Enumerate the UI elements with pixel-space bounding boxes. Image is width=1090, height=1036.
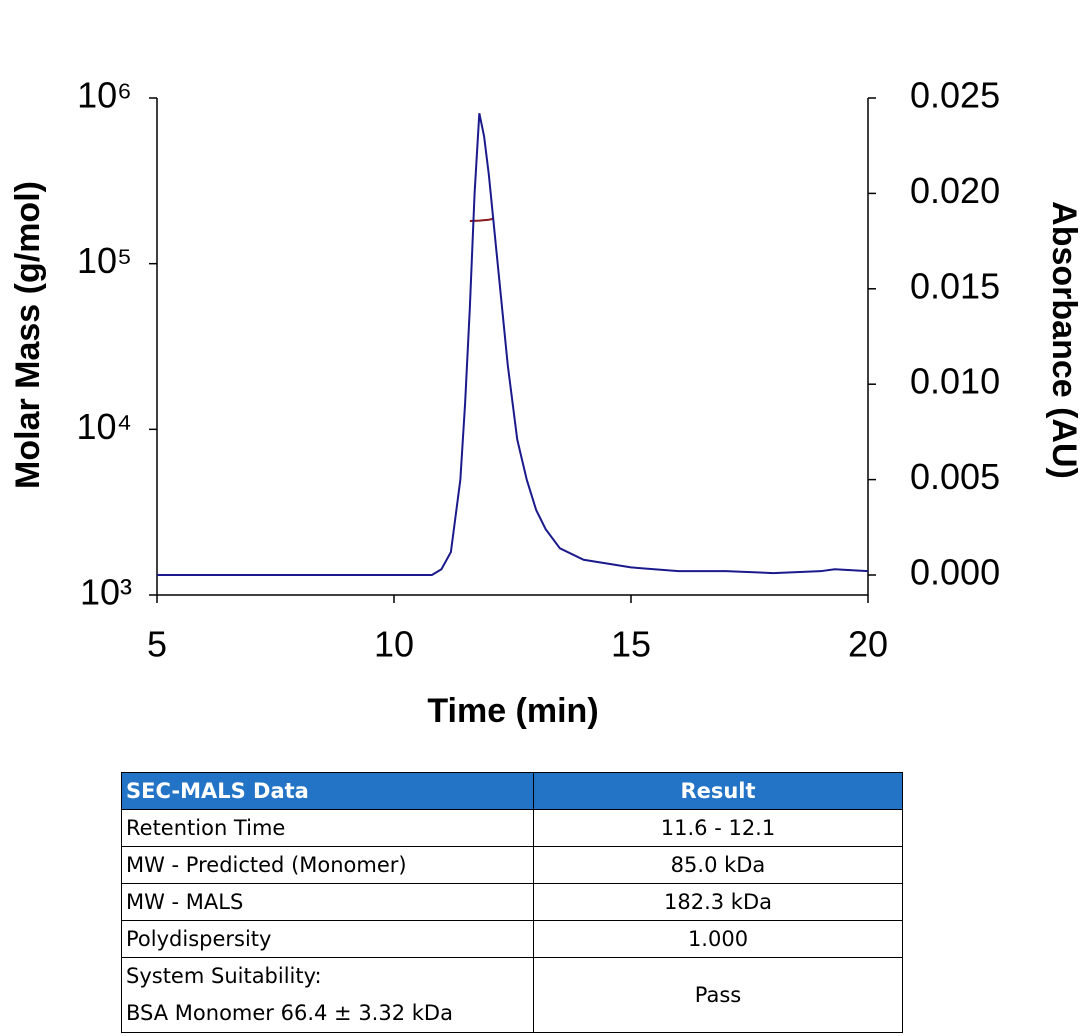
x-axis-title: Time (min)	[427, 692, 598, 730]
header-cell: SEC-MALS Data	[121, 772, 534, 810]
y2-tick-label: 0.015	[910, 265, 1000, 306]
cell: Retention Time	[121, 809, 534, 847]
x-tick-label: 20	[848, 624, 888, 665]
y-tick-label: 10³	[80, 572, 132, 613]
cell: Pass	[533, 957, 903, 1033]
cell: Polydispersity	[121, 920, 534, 958]
cell: MW - MALS	[121, 883, 534, 921]
row: System Suitability: BSA Monomer 66.4 ± 3…	[121, 957, 903, 1033]
row: Polydispersity 1.000	[121, 920, 903, 958]
row: Retention Time 11.6 - 12.1	[121, 809, 903, 847]
y-axis-title: Molar Mass (g/mol)	[9, 181, 47, 489]
y-tick-label: 10⁵	[77, 240, 132, 281]
y2-tick-label: 0.010	[910, 361, 1000, 402]
cell: 1.000	[533, 920, 903, 958]
cell-line: BSA Monomer 66.4 ± 3.32 kDa	[126, 1001, 453, 1025]
y2-tick-label: 0.005	[910, 456, 1000, 497]
cell: 85.0 kDa	[533, 846, 903, 884]
x-tick-label: 15	[611, 624, 651, 665]
results-table: SEC-MALS Data Result Retention Time 11.6 …	[121, 772, 903, 1033]
y2-tick-label: 0.000	[910, 552, 1000, 593]
chart: Time (min) Molar Mass (g/mol) Absorbance…	[9, 75, 1083, 730]
cell: System Suitability: BSA Monomer 66.4 ± 3…	[121, 957, 534, 1033]
data-line	[157, 113, 869, 576]
header-row: SEC-MALS Data Result	[121, 772, 903, 810]
data-line	[469, 217, 494, 222]
x-tick-label: 5	[147, 624, 167, 665]
y2-axis-title: Absorbance (AU)	[1045, 201, 1083, 479]
y2-tick-label: 0.025	[910, 75, 1000, 116]
row: MW - Predicted (Monomer) 85.0 kDa	[121, 846, 903, 884]
cell-line: System Suitability:	[126, 964, 322, 988]
cell: MW - Predicted (Monomer)	[121, 846, 534, 884]
y2-tick-label: 0.020	[910, 170, 1000, 211]
x-tick-label: 10	[374, 624, 414, 665]
header-cell: Result	[533, 772, 903, 810]
y-tick-label: 10⁴	[76, 406, 132, 447]
row: MW - MALS 182.3 kDa	[121, 883, 903, 921]
cell: 11.6 - 12.1	[533, 809, 903, 847]
y-tick-label: 10⁶	[77, 75, 132, 116]
cell: 182.3 kDa	[533, 883, 903, 921]
